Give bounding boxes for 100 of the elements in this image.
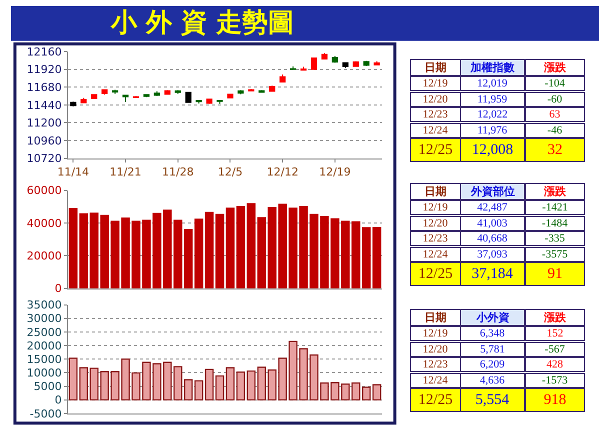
y-tick-label: 11680 bbox=[26, 81, 62, 94]
candlestick bbox=[164, 90, 170, 96]
text: -1421 bbox=[542, 202, 568, 214]
text: 37,184 bbox=[472, 266, 513, 282]
text: 12/23 bbox=[422, 232, 448, 244]
bar bbox=[372, 226, 382, 288]
y-tick-label: 60000 bbox=[26, 184, 62, 198]
text: 12/20 bbox=[422, 94, 448, 106]
text: 12,022 bbox=[477, 108, 508, 120]
text: 12/19 bbox=[422, 202, 448, 214]
category-label: 日期 bbox=[424, 185, 446, 198]
text: -3575 bbox=[542, 248, 568, 260]
bar bbox=[226, 208, 235, 288]
text: 6,348 bbox=[480, 328, 505, 340]
category-label: 日期 bbox=[424, 61, 446, 74]
candlestick bbox=[238, 90, 244, 95]
y-tick-label: 10960 bbox=[26, 134, 62, 148]
candlestick bbox=[374, 60, 380, 66]
candlestick bbox=[216, 100, 223, 104]
y-tick-label: 40000 bbox=[26, 216, 62, 230]
text: 12/20 bbox=[422, 344, 448, 356]
candlestick bbox=[310, 57, 318, 70]
category-label: 加權指數 bbox=[470, 61, 516, 74]
y-tick-label: 0 bbox=[54, 394, 62, 407]
candlestick bbox=[280, 74, 286, 83]
y-tick-label: -5000 bbox=[30, 407, 62, 420]
y-tick-label: 5000 bbox=[34, 380, 62, 394]
text: -1484 bbox=[542, 218, 568, 230]
y-tick-label: 15000 bbox=[26, 352, 62, 366]
x-tick-label: 12/19 bbox=[319, 165, 351, 178]
text: 5,781 bbox=[480, 344, 505, 356]
candlestick bbox=[154, 90, 160, 97]
text: -567 bbox=[544, 344, 565, 356]
category-label: 外資部位 bbox=[470, 185, 515, 198]
candlestick bbox=[206, 98, 212, 104]
text: 12/24 bbox=[422, 374, 448, 386]
y-tick-label: 11920 bbox=[26, 63, 62, 76]
category-label: 漲跌 bbox=[543, 61, 567, 74]
x-tick-label: 11/28 bbox=[162, 165, 194, 178]
text: 918 bbox=[544, 392, 566, 408]
text: 12/25 bbox=[418, 266, 453, 282]
x-tick-label: 11/21 bbox=[110, 165, 142, 178]
candlestick bbox=[91, 94, 98, 100]
text: 91 bbox=[548, 266, 562, 282]
y-tick-label: 35000 bbox=[26, 298, 62, 312]
text: 12,019 bbox=[477, 78, 508, 90]
y-tick-label: 20000 bbox=[26, 249, 62, 262]
text: 12,008 bbox=[472, 142, 514, 158]
candlestick bbox=[112, 89, 118, 94]
bar bbox=[372, 384, 382, 400]
text: 12/25 bbox=[418, 142, 453, 158]
text: -46 bbox=[547, 124, 562, 136]
text: 42,487 bbox=[477, 202, 508, 214]
text: 4,636 bbox=[480, 374, 505, 386]
category-label: 漲跌 bbox=[543, 185, 567, 198]
x-tick-label: 11/14 bbox=[57, 165, 90, 178]
y-tick-label: 10720 bbox=[26, 152, 62, 166]
bar bbox=[236, 372, 246, 400]
text: 12/24 bbox=[422, 248, 448, 260]
text: 12/19 bbox=[422, 78, 448, 90]
text: 41,003 bbox=[477, 218, 508, 230]
category-label: 漲跌 bbox=[543, 311, 567, 324]
bar bbox=[204, 368, 214, 400]
text: 40,668 bbox=[477, 232, 508, 244]
bar bbox=[246, 203, 256, 288]
text: 428 bbox=[546, 358, 563, 370]
candlestick bbox=[352, 60, 359, 68]
candlestick bbox=[321, 52, 328, 60]
bar bbox=[184, 379, 193, 400]
chart-title: 小 外 資 走勢圖 bbox=[110, 8, 294, 38]
text: 63 bbox=[549, 108, 560, 120]
candlestick bbox=[143, 94, 150, 98]
bar bbox=[194, 218, 204, 288]
candlestick bbox=[174, 90, 181, 94]
category-label: 小外資 bbox=[476, 311, 510, 324]
y-tick-label: 0 bbox=[54, 282, 62, 296]
candlestick bbox=[227, 93, 234, 99]
candlestick bbox=[342, 62, 348, 68]
y-tick-label: 30000 bbox=[26, 312, 62, 326]
text: 32 bbox=[548, 142, 562, 158]
y-tick-label: 10000 bbox=[26, 366, 62, 380]
bar bbox=[236, 206, 246, 288]
bar bbox=[215, 375, 224, 400]
text: 12/23 bbox=[422, 108, 448, 120]
bar bbox=[194, 380, 204, 400]
text: 6,209 bbox=[480, 358, 505, 370]
text: -335 bbox=[544, 232, 565, 244]
category-label: 日期 bbox=[424, 311, 446, 324]
text: 5,554 bbox=[475, 392, 510, 408]
text: -1573 bbox=[542, 374, 568, 386]
bar bbox=[184, 229, 193, 288]
bar bbox=[68, 358, 78, 400]
bar bbox=[215, 214, 224, 288]
x-tick-label: 12/5 bbox=[218, 165, 243, 178]
y-tick-label: 20000 bbox=[26, 339, 62, 352]
text: 12/25 bbox=[418, 392, 453, 408]
bar bbox=[226, 367, 235, 400]
text: 11,976 bbox=[477, 124, 508, 136]
x-tick-label: 12/12 bbox=[266, 165, 298, 178]
text: 37,093 bbox=[477, 248, 508, 260]
